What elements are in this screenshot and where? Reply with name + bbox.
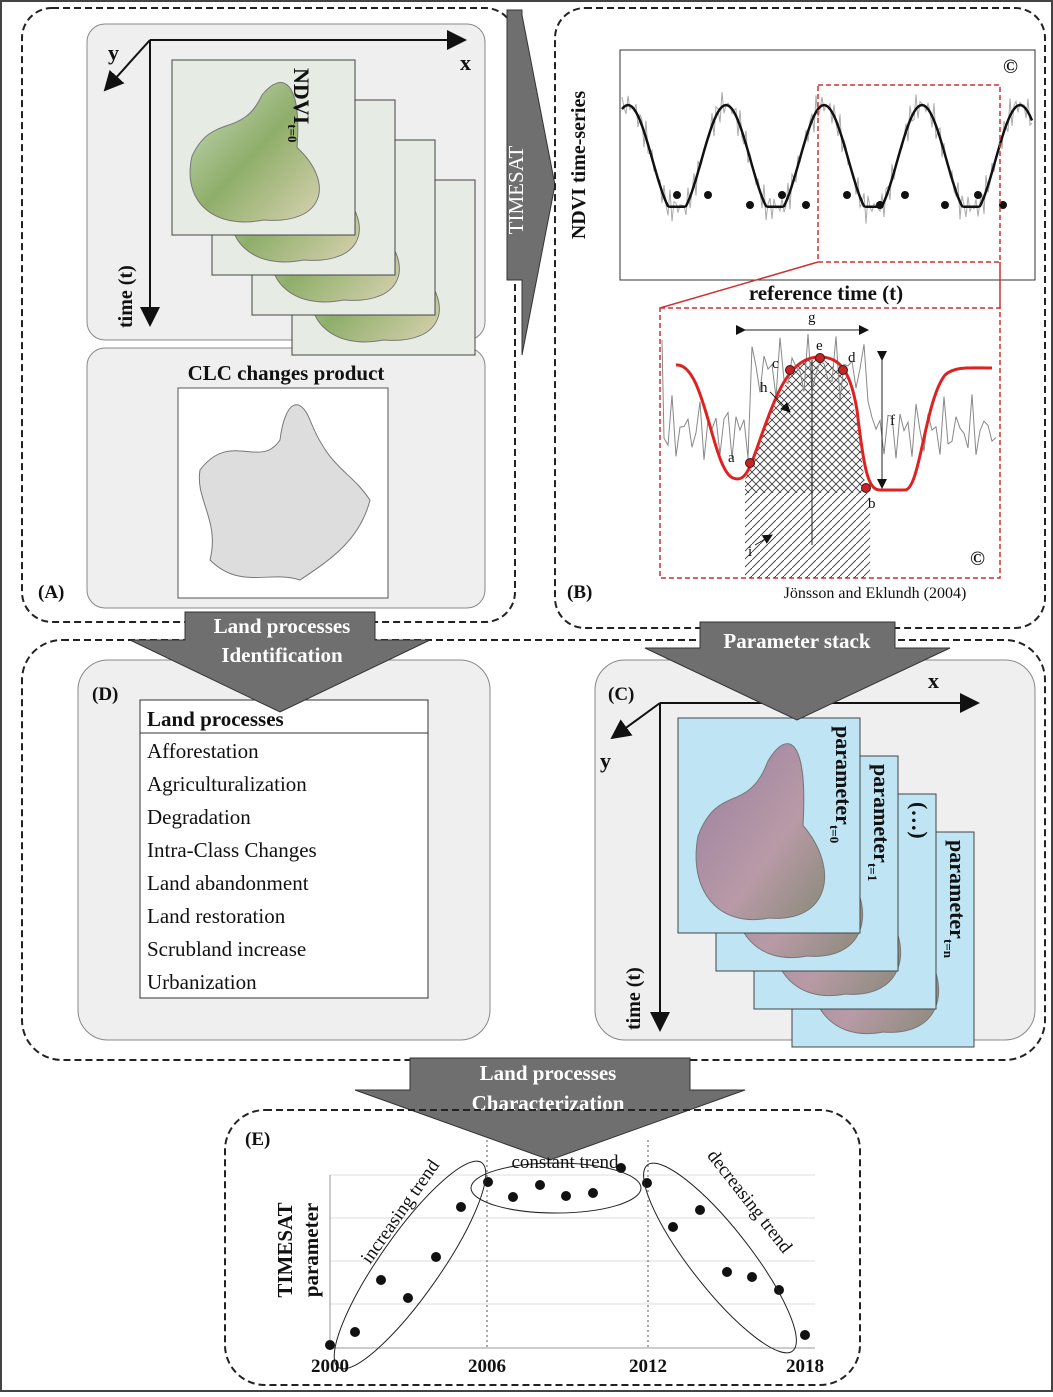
axis-x-label: x — [460, 50, 471, 75]
panel-label: (B) — [567, 582, 592, 603]
point-letter: f — [890, 413, 895, 429]
trend-label: decreasing trend — [703, 1146, 797, 1258]
trend-label: constant trend — [511, 1152, 619, 1173]
y-axis-label: parameter — [299, 1203, 323, 1297]
table-row: Scrubland increase — [147, 937, 306, 961]
sample-point — [456, 1202, 466, 1212]
sample-point — [561, 1191, 571, 1201]
sample-point — [431, 1252, 441, 1262]
point-letter: a — [728, 450, 735, 466]
sample-point — [722, 1267, 732, 1277]
table-row: Agriculturalization — [147, 772, 307, 796]
arrow-label: Identification — [221, 643, 343, 667]
layer-label: (…) — [907, 802, 932, 839]
sample-point — [668, 1222, 678, 1232]
x-tick-label: 2018 — [786, 1356, 824, 1377]
arrow-label: Land processes — [214, 614, 351, 638]
season-point — [974, 191, 982, 199]
season-point — [901, 191, 909, 199]
point-letter: e — [816, 338, 823, 354]
table-row: Land restoration — [147, 904, 286, 928]
phenology-point — [786, 366, 795, 375]
sample-point — [747, 1272, 757, 1282]
citation: Jönsson and Eklundh (2004) — [784, 585, 967, 602]
panel-label: (C) — [608, 684, 634, 705]
layer-name: parameter — [869, 764, 894, 863]
panel-label: (D) — [92, 684, 118, 705]
table-row: Urbanization — [147, 970, 257, 994]
layer-sub: t=0 — [285, 124, 300, 142]
phenology-point — [816, 354, 825, 363]
axis-time-label: time (t) — [115, 265, 137, 328]
layer-name: parameter — [945, 840, 970, 939]
point-letter: b — [868, 496, 876, 512]
layer-name: (…) — [907, 802, 932, 839]
x-tick-label: 2006 — [468, 1356, 506, 1377]
point-letter: d — [848, 350, 856, 366]
season-point — [673, 191, 681, 199]
panel-label: (A) — [38, 582, 64, 603]
season-point — [843, 191, 851, 199]
arrow-label: Land processes — [480, 1061, 617, 1085]
sample-point — [588, 1188, 598, 1198]
diagram: NDVIt=n(…)NDVIt=1NDVIt=0 x y time (t) CL… — [0, 0, 1053, 1392]
table-row: Afforestation — [147, 739, 259, 763]
axis-y-label: y — [600, 748, 611, 773]
copyright: © — [1003, 56, 1018, 78]
season-point — [941, 201, 949, 209]
x-tick-label: 2000 — [311, 1356, 349, 1377]
panel-label: (E) — [245, 1129, 270, 1150]
y-axis-label: TIMESAT — [273, 1202, 297, 1297]
phenology-point — [746, 459, 755, 468]
axis-x-label: x — [928, 668, 939, 693]
x-tick-label: 2012 — [629, 1356, 667, 1377]
table-header: Land processes — [147, 707, 284, 731]
point-letter: h — [760, 380, 768, 396]
copyright: © — [970, 548, 985, 570]
layer-sub: t=0 — [827, 825, 842, 843]
area-i — [745, 493, 870, 578]
arrow-label: Parameter stack — [723, 629, 870, 653]
x-axis-label: reference time (t) — [749, 281, 903, 305]
arrow-label: Characterization — [472, 1091, 625, 1115]
layer-name: NDVI — [289, 68, 314, 124]
sample-point — [376, 1275, 386, 1285]
table-row: Degradation — [147, 805, 251, 829]
phenology-point — [839, 366, 848, 375]
season-point — [778, 191, 786, 199]
y-axis-label: NDVI time-series — [568, 91, 590, 239]
phenology-point — [862, 484, 871, 493]
sample-point — [508, 1192, 518, 1202]
point-letter: i — [748, 544, 752, 560]
axis-y-label: y — [108, 40, 119, 65]
table-row: Intra-Class Changes — [147, 838, 317, 862]
clc-title: CLC changes product — [188, 361, 385, 385]
layer-sub: t=1 — [865, 863, 880, 881]
point-letter: c — [772, 356, 779, 372]
sample-point — [350, 1327, 360, 1337]
season-point — [876, 201, 884, 209]
axis-time-label: time (t) — [623, 967, 645, 1030]
point-letter: g — [808, 310, 816, 326]
table-row: Land abandonment — [147, 871, 309, 895]
season-point — [746, 201, 754, 209]
layer-name: parameter — [831, 726, 856, 825]
sample-point — [695, 1205, 705, 1215]
season-point — [802, 201, 810, 209]
sample-point — [535, 1180, 545, 1190]
arrow-label: TIMESAT — [504, 145, 528, 234]
sample-point — [325, 1340, 335, 1350]
layer-sub: t=n — [941, 939, 956, 959]
trend-label: increasing trend — [357, 1156, 444, 1268]
sample-point — [800, 1330, 810, 1340]
sample-point — [403, 1293, 413, 1303]
season-point — [704, 191, 712, 199]
